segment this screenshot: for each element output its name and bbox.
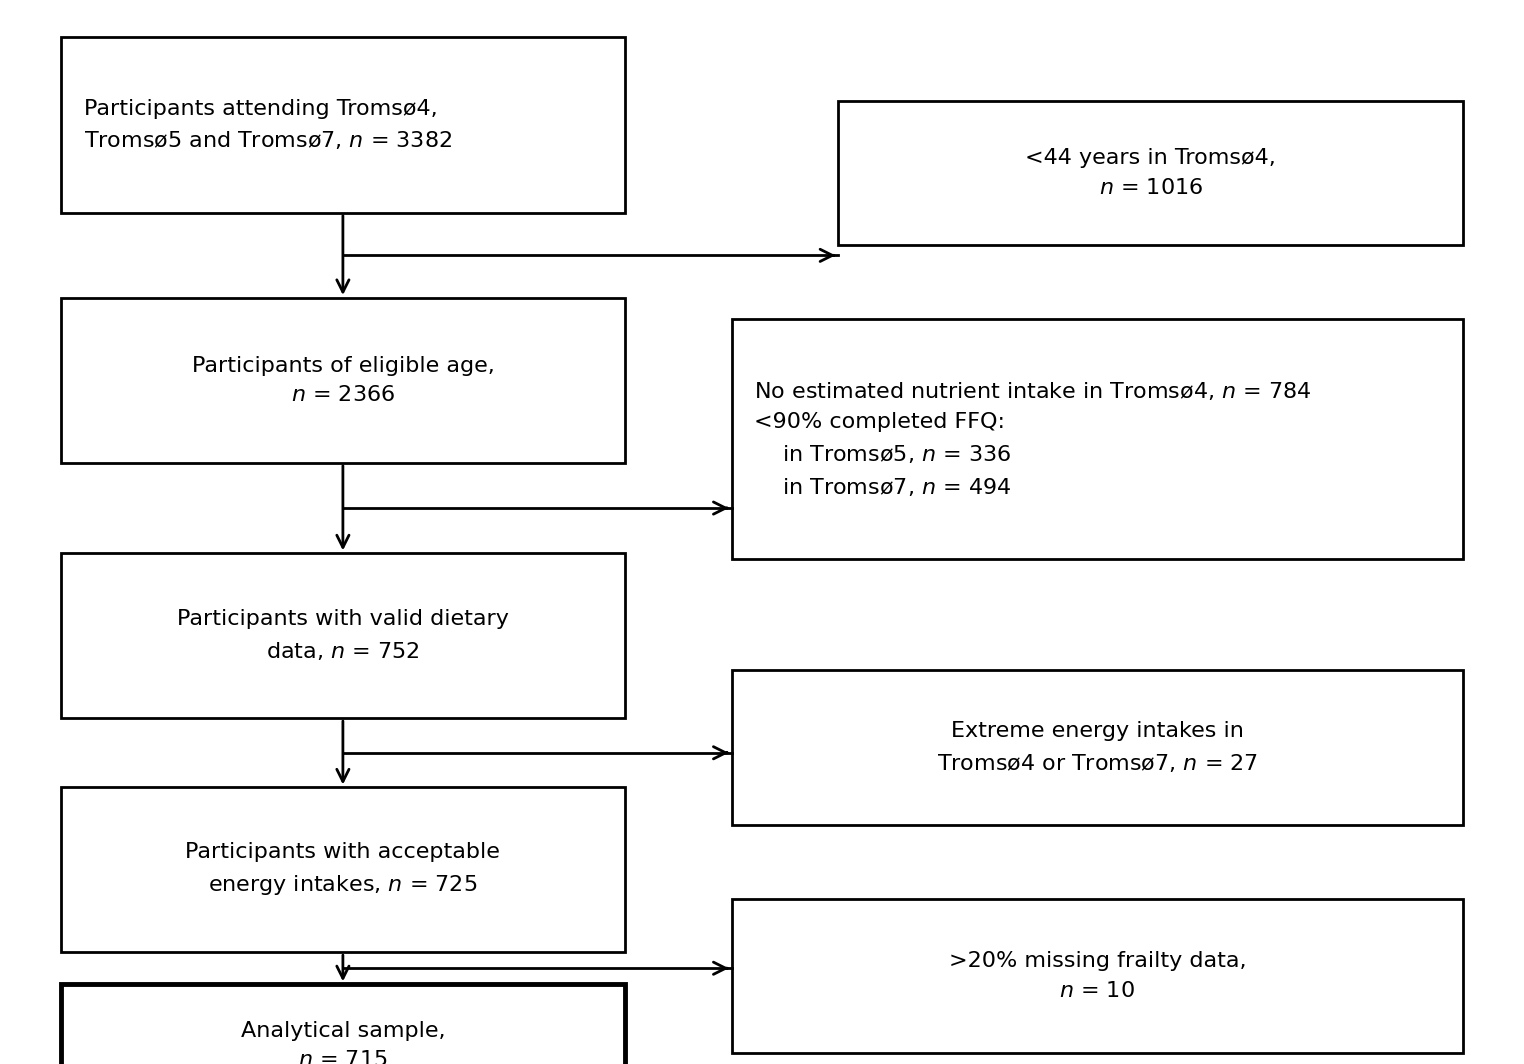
- Text: Extreme energy intakes in
Tromsø4 or Tromsø7, $n$ = 27: Extreme energy intakes in Tromsø4 or Tro…: [937, 721, 1257, 774]
- Text: Participants with valid dietary
data, $n$ = 752: Participants with valid dietary data, $n…: [177, 610, 509, 662]
- FancyBboxPatch shape: [838, 101, 1463, 245]
- FancyBboxPatch shape: [732, 670, 1463, 825]
- FancyBboxPatch shape: [61, 553, 625, 718]
- FancyBboxPatch shape: [61, 787, 625, 952]
- FancyBboxPatch shape: [61, 37, 625, 213]
- Text: Participants with acceptable
energy intakes, $n$ = 725: Participants with acceptable energy inta…: [186, 843, 500, 897]
- FancyBboxPatch shape: [61, 298, 625, 463]
- Text: Participants attending Tromsø4,
Tromsø5 and Tromsø7, $n$ = 3382: Participants attending Tromsø4, Tromsø5 …: [84, 99, 453, 151]
- FancyBboxPatch shape: [732, 319, 1463, 559]
- FancyBboxPatch shape: [732, 899, 1463, 1053]
- Text: Participants of eligible age,
$n$ = 2366: Participants of eligible age, $n$ = 2366: [192, 355, 494, 405]
- Text: No estimated nutrient intake in Tromsø4, $n$ = 784
<90% completed FFQ:
    in Tr: No estimated nutrient intake in Tromsø4,…: [754, 380, 1312, 498]
- FancyBboxPatch shape: [61, 984, 625, 1064]
- Text: Analytical sample,
$n$ = 715: Analytical sample, $n$ = 715: [241, 1020, 445, 1064]
- Text: <44 years in Tromsø4,
$n$ = 1016: <44 years in Tromsø4, $n$ = 1016: [1026, 148, 1276, 198]
- Text: >20% missing frailty data,
$n$ = 10: >20% missing frailty data, $n$ = 10: [948, 951, 1247, 1001]
